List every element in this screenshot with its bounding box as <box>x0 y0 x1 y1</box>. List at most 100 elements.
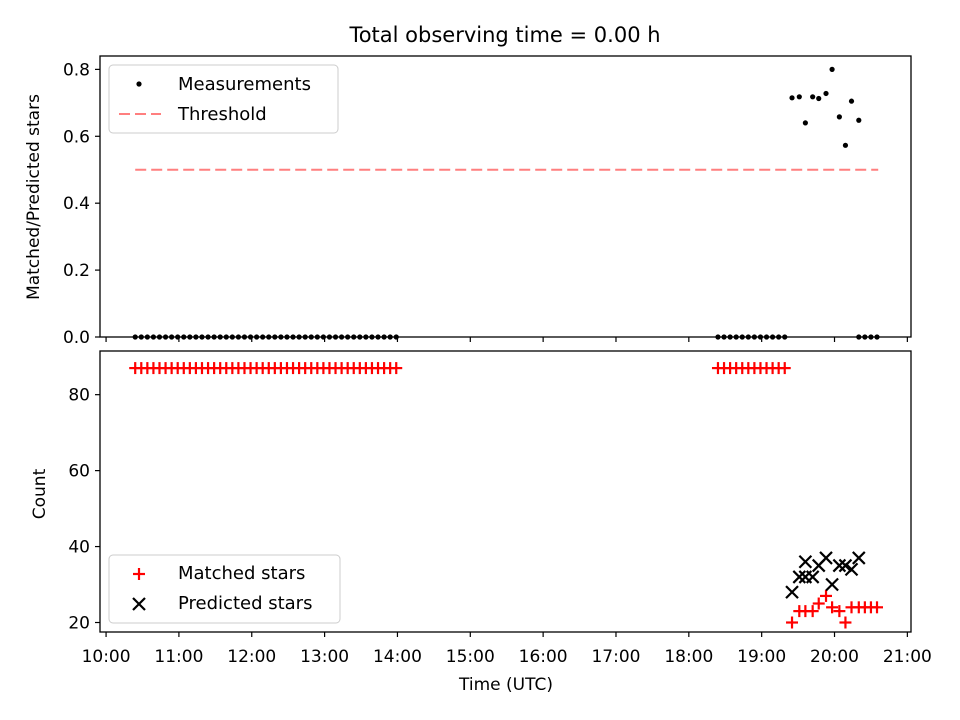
count-y-tick-label: 80 <box>68 386 90 406</box>
count-y-axis-label: Count <box>30 468 50 519</box>
matched-stars-series <box>129 362 884 629</box>
predicted-star-point <box>798 554 813 569</box>
ratio-panel: 0.00.20.40.60.8 Matched/Predicted stars … <box>24 55 912 348</box>
measurement-point <box>266 334 272 340</box>
measurement-point <box>332 334 339 340</box>
predicted-star-point <box>805 570 820 584</box>
measurement-point <box>715 334 721 340</box>
x-tick-label: 21:00 <box>883 647 932 667</box>
predicted-star-point <box>819 551 833 565</box>
predicted-star-point <box>832 558 847 573</box>
measurement-point <box>848 98 855 104</box>
measurement-point <box>278 334 284 340</box>
measurement-point <box>739 334 745 340</box>
measurement-point <box>308 334 314 340</box>
predicted-star-point <box>792 570 807 584</box>
legend-predicted-marker <box>132 597 146 611</box>
x-tick-label: 13:00 <box>300 647 349 667</box>
ratio-y-tick-label: 0.6 <box>63 127 90 147</box>
matched-star-point <box>786 616 799 629</box>
measurements-series <box>132 66 880 340</box>
x-tick-label: 11:00 <box>154 647 203 667</box>
predicted-stars-series <box>785 551 866 599</box>
measurement-point <box>796 94 802 100</box>
x-tick-label: 18:00 <box>664 647 713 667</box>
legend-threshold-label: Threshold <box>177 104 267 125</box>
measurement-point <box>326 334 333 340</box>
matched-star-point <box>833 605 846 618</box>
matched-star-point <box>820 589 833 602</box>
measurement-point <box>351 334 357 340</box>
measurement-point <box>162 334 169 340</box>
measurement-point <box>217 334 223 340</box>
measurement-point <box>369 334 375 340</box>
measurement-point <box>181 334 187 340</box>
measurement-point <box>205 334 211 340</box>
measurement-point <box>802 120 808 126</box>
measurement-point <box>836 114 842 120</box>
measurement-point <box>868 334 874 340</box>
measurement-point <box>810 94 816 100</box>
measurement-point <box>862 334 868 340</box>
ratio-y-axis-label: Matched/Predicted stars <box>24 94 44 300</box>
measurement-point <box>745 334 751 340</box>
measurement-point <box>296 334 302 340</box>
measurement-point <box>320 334 326 340</box>
measurement-point <box>375 334 381 340</box>
ratio-y-tick-label: 0.0 <box>63 328 90 348</box>
measurement-point <box>254 334 260 340</box>
x-tick-label: 12:00 <box>227 647 276 667</box>
measurement-point <box>187 334 193 340</box>
count-y-tick-label: 60 <box>68 462 90 482</box>
matched-star-point <box>839 616 852 629</box>
count-y-axis: 20 40 60 80 <box>68 386 100 634</box>
measurement-point <box>816 95 822 102</box>
measurement-point <box>733 334 739 340</box>
x-tick-label: 14:00 <box>373 647 422 667</box>
measurement-point <box>757 334 764 340</box>
measurement-point <box>138 334 144 340</box>
count-legend-box <box>108 554 341 624</box>
ratio-y-tick-label: 0.2 <box>63 261 90 281</box>
measurement-point <box>339 334 345 340</box>
measurement-point <box>763 334 770 340</box>
x-tick-label: 15:00 <box>446 647 495 667</box>
predicted-star-point <box>844 562 859 577</box>
ratio-y-tick-label: 0.8 <box>63 60 90 80</box>
measurement-point <box>769 334 776 340</box>
count-x-axis: 10:00 11:00 12:00 13:00 14:00 15:00 16:00 17:00… <box>82 632 932 667</box>
measurement-point <box>272 334 278 340</box>
measurement-point <box>363 334 369 340</box>
count-legend: Matched stars Predicted stars <box>108 554 341 624</box>
legend-predicted-label: Predicted stars <box>178 593 312 614</box>
measurement-point <box>156 334 163 340</box>
matched-star-point <box>806 605 819 618</box>
measurement-point <box>247 334 254 340</box>
measurement-point <box>314 334 320 340</box>
x-tick-label: 16:00 <box>519 647 568 667</box>
legend-measurements-marker <box>136 81 142 87</box>
count-panel-frame <box>99 350 912 633</box>
measurement-point <box>829 66 835 72</box>
matched-star-point <box>871 601 884 614</box>
measurement-point <box>175 334 181 340</box>
count-y-tick-label: 20 <box>68 614 90 634</box>
matched-star-point <box>390 362 403 375</box>
measurement-point <box>782 334 788 340</box>
matched-star-point <box>826 601 839 614</box>
measurement-point <box>856 334 862 340</box>
measurement-point <box>150 334 157 340</box>
measurement-point <box>302 334 308 340</box>
measurement-point <box>290 334 296 340</box>
ratio-panel-frame <box>99 55 912 338</box>
legend-matched-marker <box>133 568 145 580</box>
measurement-point <box>235 334 242 340</box>
measurement-point <box>284 334 290 340</box>
measurement-point <box>229 334 235 340</box>
matched-star-point <box>812 597 825 610</box>
count-y-tick-label: 40 <box>68 538 90 558</box>
measurement-point <box>223 334 229 340</box>
x-tick-label: 19:00 <box>737 647 786 667</box>
measurement-point <box>393 334 399 340</box>
